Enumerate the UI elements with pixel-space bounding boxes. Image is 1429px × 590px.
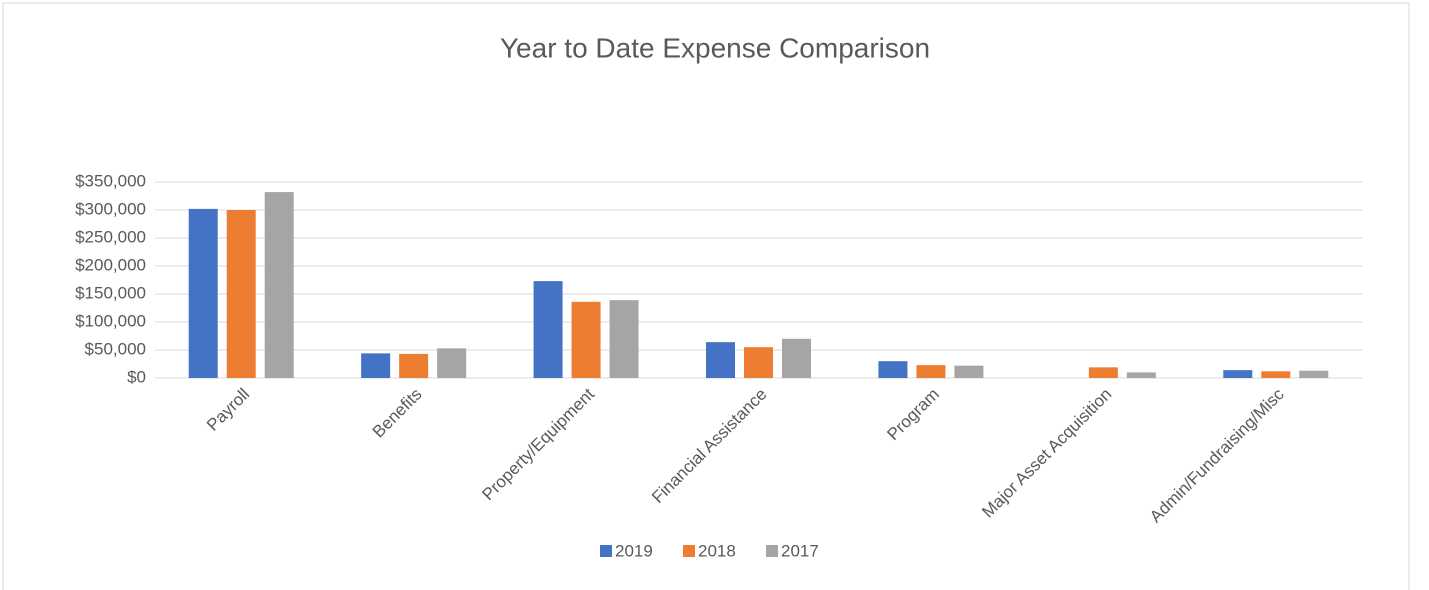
y-tick-label: $150,000: [75, 283, 146, 302]
legend-swatch: [683, 545, 695, 557]
bar: [264, 192, 294, 378]
y-tick-label: $300,000: [75, 199, 146, 218]
chart-title: Year to Date Expense Comparison: [500, 32, 930, 63]
bar: [744, 347, 773, 378]
bar: [609, 300, 639, 378]
bar: [706, 342, 735, 378]
bar: [437, 348, 467, 378]
y-tick-label: $350,000: [75, 171, 146, 190]
bar: [1126, 372, 1156, 378]
bar: [399, 353, 429, 378]
y-tick-label: $200,000: [75, 255, 146, 274]
legend-label: 2019: [615, 541, 653, 560]
bar: [1223, 370, 1253, 378]
bar: [533, 281, 563, 378]
bar: [1299, 370, 1329, 378]
bar: [571, 301, 601, 378]
bar: [188, 208, 218, 378]
bar: [782, 338, 811, 378]
bar: [361, 353, 391, 378]
y-tick-label: $0: [127, 367, 146, 386]
bar: [878, 361, 908, 378]
bar: [954, 365, 984, 378]
legend-label: 2018: [698, 541, 736, 560]
bar: [226, 210, 256, 378]
y-tick-label: $100,000: [75, 311, 146, 330]
legend-label: 2017: [781, 541, 819, 560]
bar: [1088, 367, 1118, 378]
bar: [916, 365, 946, 378]
legend-swatch: [766, 545, 778, 557]
y-tick-label: $250,000: [75, 227, 146, 246]
y-tick-label: $50,000: [85, 339, 146, 358]
legend-swatch: [600, 545, 612, 557]
bar: [1261, 371, 1291, 378]
